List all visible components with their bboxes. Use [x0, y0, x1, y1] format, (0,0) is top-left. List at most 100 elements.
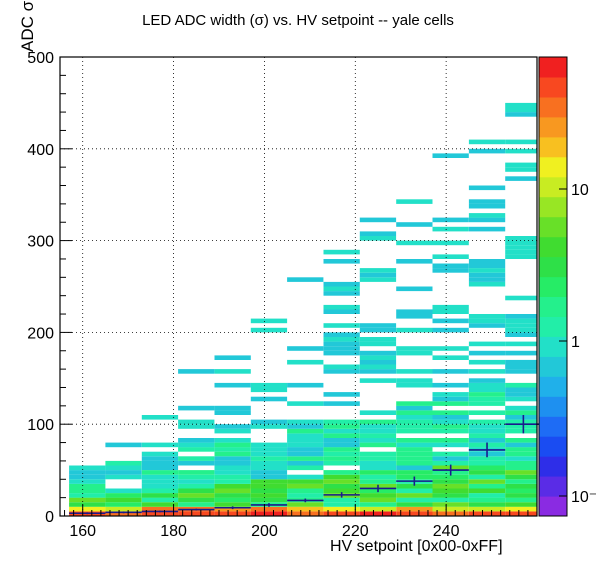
- heatmap-cell: [105, 502, 142, 507]
- heatmap-cell: [323, 309, 360, 314]
- heatmap-cell: [69, 488, 106, 494]
- heatmap-cell: [250, 424, 288, 429]
- heatmap-cell: [323, 479, 360, 484]
- heatmap-cell: [287, 456, 324, 461]
- heatmap-cell: [468, 392, 506, 397]
- heatmap-cell: [141, 493, 179, 498]
- heatmap-cell: [287, 502, 324, 507]
- heatmap-cell: [323, 364, 360, 370]
- heatmap-cell: [432, 438, 469, 443]
- heatmap-cell: [250, 474, 288, 480]
- heatmap-cell: [250, 442, 288, 448]
- heatmap-cell: [505, 419, 537, 425]
- heatmap-cell: [323, 350, 360, 356]
- heatmap-cell: [178, 424, 215, 429]
- heatmap-cell: [214, 488, 251, 494]
- x-tick-label: 200: [251, 523, 278, 540]
- heatmap-cell: [505, 112, 537, 117]
- heatmap-cell: [505, 511, 537, 516]
- heatmap-cell: [505, 405, 537, 411]
- heatmap-cell: [359, 433, 397, 438]
- heatmap-cell: [396, 327, 433, 333]
- heatmap-cell: [468, 277, 506, 282]
- heatmap-cell: [214, 424, 251, 429]
- heatmap-cell: [178, 488, 215, 494]
- heatmap-cell: [505, 295, 537, 301]
- heatmap-cell: [141, 474, 179, 480]
- heatmap-cell: [214, 442, 251, 448]
- heatmap-cell: [505, 102, 537, 108]
- heatmap-cell: [468, 428, 506, 434]
- heatmap-cell: [432, 483, 469, 489]
- heatmap-cell: [287, 483, 324, 489]
- heatmap-cell: [396, 456, 433, 461]
- heatmap-cell: [69, 465, 106, 471]
- heatmap-cell: [505, 107, 537, 113]
- x-tick-label: 160: [69, 523, 96, 540]
- heatmap-cell: [396, 405, 433, 411]
- heatmap-cell: [396, 419, 433, 425]
- heatmap-cell: [323, 291, 360, 296]
- heatmap-cell: [287, 433, 324, 438]
- heatmap-cell: [505, 314, 537, 319]
- colorbar-segment: [539, 136, 567, 158]
- heatmap-cell: [432, 456, 469, 461]
- heatmap-cell: [250, 456, 288, 461]
- heatmap-cell: [432, 460, 469, 466]
- heatmap-cell: [468, 350, 506, 356]
- heatmap-cell: [323, 259, 360, 264]
- heatmap-cell: [69, 497, 106, 503]
- heatmap-cell: [287, 506, 324, 512]
- heatmap-cell: [396, 493, 433, 498]
- heatmap-cell: [105, 465, 142, 471]
- colorbar-segment: [539, 436, 567, 457]
- heatmap-cell: [396, 350, 433, 356]
- heatmap-cell: [468, 470, 506, 475]
- heatmap-cell: [323, 419, 360, 425]
- heatmap-cell: [432, 392, 469, 397]
- heatmap-cell: [505, 451, 537, 457]
- heatmap-cell: [141, 415, 179, 420]
- colorbar-segment: [539, 57, 567, 78]
- heatmap-cell: [468, 203, 506, 209]
- heatmap-cell: [468, 139, 506, 145]
- heatmap-cell: [468, 268, 506, 273]
- heatmap-cell: [505, 488, 537, 494]
- colorbar-segment: [539, 396, 567, 417]
- heatmap-cell: [432, 442, 469, 448]
- heatmap-cell: [214, 474, 251, 480]
- heatmap-cell: [359, 378, 397, 383]
- heatmap-cell: [250, 488, 288, 494]
- heatmap-cell: [505, 341, 537, 347]
- heatmap-cell: [214, 438, 251, 443]
- heatmap-cell: [432, 479, 469, 484]
- heatmap-cell: [141, 497, 179, 503]
- heatmap-cell: [468, 506, 506, 512]
- heatmap-cell: [69, 474, 106, 480]
- heatmap-cell: [468, 419, 506, 425]
- heatmap-cell: [505, 483, 537, 489]
- heatmap-cell: [323, 304, 360, 310]
- heatmap-cell: [432, 226, 469, 232]
- heatmap-cell: [178, 447, 215, 452]
- heatmap-cell: [432, 502, 469, 507]
- heatmap-cell: [396, 497, 433, 503]
- heatmap-cell: [468, 497, 506, 503]
- heatmap-cell: [432, 346, 469, 351]
- heatmap-cell: [468, 465, 506, 471]
- heatmap-cell: [432, 506, 469, 512]
- heatmap-cell: [69, 483, 106, 489]
- heatmap-cell: [359, 231, 397, 236]
- heatmap-cell: [178, 497, 215, 503]
- heatmap-cell: [323, 392, 360, 397]
- heatmap-cell: [468, 359, 506, 365]
- heatmap-cell: [287, 428, 324, 434]
- plot-frame: [59, 56, 538, 517]
- colorbar-tick-label: 10: [571, 182, 589, 199]
- heatmap-cell: [432, 318, 469, 324]
- heatmap-cell: [214, 493, 251, 498]
- heatmap-cell: [214, 460, 251, 466]
- heatmap-cell: [396, 424, 433, 429]
- heatmap-cell: [468, 479, 506, 484]
- heatmap-cell: [323, 497, 360, 503]
